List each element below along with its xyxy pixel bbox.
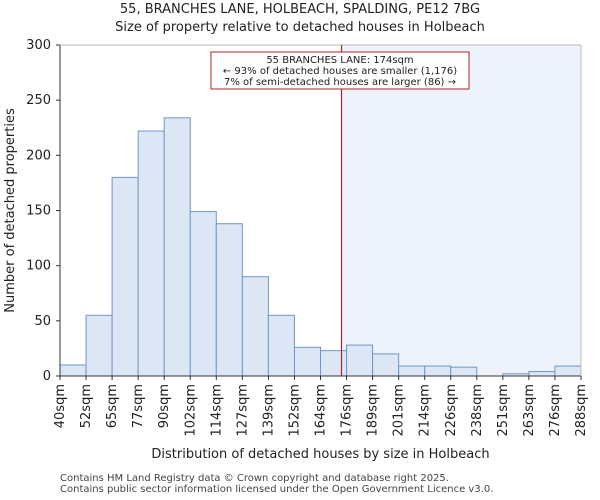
annotation-line-2: ← 93% of detached houses are smaller (1,… xyxy=(223,66,457,77)
y-tick-label-100: 100 xyxy=(26,259,51,274)
x-tick-label-214sqm: 214sqm xyxy=(418,384,433,437)
y-tick-label-200: 200 xyxy=(26,148,51,163)
y-tick-label-250: 250 xyxy=(26,93,51,108)
x-tick-label-152sqm: 152sqm xyxy=(287,384,302,437)
x-tick-label-40sqm: 40sqm xyxy=(53,384,68,428)
x-tick-label-102sqm: 102sqm xyxy=(183,384,198,437)
x-tick-label-90sqm: 90sqm xyxy=(157,384,172,428)
bar-52sqm xyxy=(85,314,113,377)
x-tick-label-65sqm: 65sqm xyxy=(105,384,120,428)
x-axis-title: Distribution of detached houses by size … xyxy=(151,447,489,462)
x-tick-label-238sqm: 238sqm xyxy=(470,384,485,437)
x-tick-label-77sqm: 77sqm xyxy=(131,384,146,428)
bar-139sqm xyxy=(267,314,295,377)
x-tick-label-201sqm: 201sqm xyxy=(392,384,407,437)
bar-214sqm xyxy=(424,365,452,377)
x-tick-label-164sqm: 164sqm xyxy=(314,384,329,437)
bar-152sqm xyxy=(293,346,322,377)
chart-title: 55, BRANCHES LANE, HOLBEACH, SPALDING, P… xyxy=(119,2,481,17)
bar-114sqm xyxy=(215,223,243,377)
bar-164sqm xyxy=(320,350,348,377)
attribution-line-1: Contains HM Land Registry data © Crown c… xyxy=(60,473,449,484)
bar-189sqm xyxy=(372,353,400,377)
y-tick-label-50: 50 xyxy=(34,314,51,329)
x-tick-label-139sqm: 139sqm xyxy=(261,384,276,437)
highlight-region xyxy=(341,45,581,376)
x-tick-label-288sqm: 288sqm xyxy=(574,384,589,437)
bar-77sqm xyxy=(137,130,165,377)
y-axis-title: Number of detached properties xyxy=(3,108,18,313)
attribution-line-2: Contains public sector information licen… xyxy=(60,484,494,495)
bar-226sqm xyxy=(450,366,478,377)
x-tick-label-127sqm: 127sqm xyxy=(235,384,250,437)
bar-127sqm xyxy=(241,276,269,377)
annotation-line-1: 55 BRANCHES LANE: 174sqm xyxy=(266,55,413,66)
x-tick-label-276sqm: 276sqm xyxy=(548,384,563,437)
bar-263sqm xyxy=(528,371,556,377)
x-tick-label-52sqm: 52sqm xyxy=(79,384,94,428)
bar-201sqm xyxy=(398,365,426,377)
bar-40sqm xyxy=(59,364,87,377)
bar-65sqm xyxy=(111,176,139,377)
y-tick-label-150: 150 xyxy=(26,204,51,219)
x-tick-label-226sqm: 226sqm xyxy=(444,384,459,437)
x-tick-label-263sqm: 263sqm xyxy=(522,384,537,437)
y-tick-label-300: 300 xyxy=(26,38,51,53)
x-tick-label-114sqm: 114sqm xyxy=(209,384,224,437)
x-tick-label-189sqm: 189sqm xyxy=(366,384,381,437)
bar-276sqm xyxy=(554,365,582,377)
bar-176sqm xyxy=(346,344,374,377)
bar-102sqm xyxy=(189,211,217,377)
x-tick-label-251sqm: 251sqm xyxy=(496,384,511,437)
bar-90sqm xyxy=(163,117,191,377)
chart-subtitle: Size of property relative to detached ho… xyxy=(115,20,485,35)
histogram-chart: 0 50 100 150 200 250 300 40sqm 52sqm 65sqm 77sqm 90… xyxy=(3,38,589,462)
x-tick-label-176sqm: 176sqm xyxy=(340,384,355,437)
annotation-line-3: 7% of semi-detached houses are larger (8… xyxy=(224,77,456,88)
annotation-box xyxy=(210,51,470,90)
y-tick-label-0: 0 xyxy=(43,369,51,384)
